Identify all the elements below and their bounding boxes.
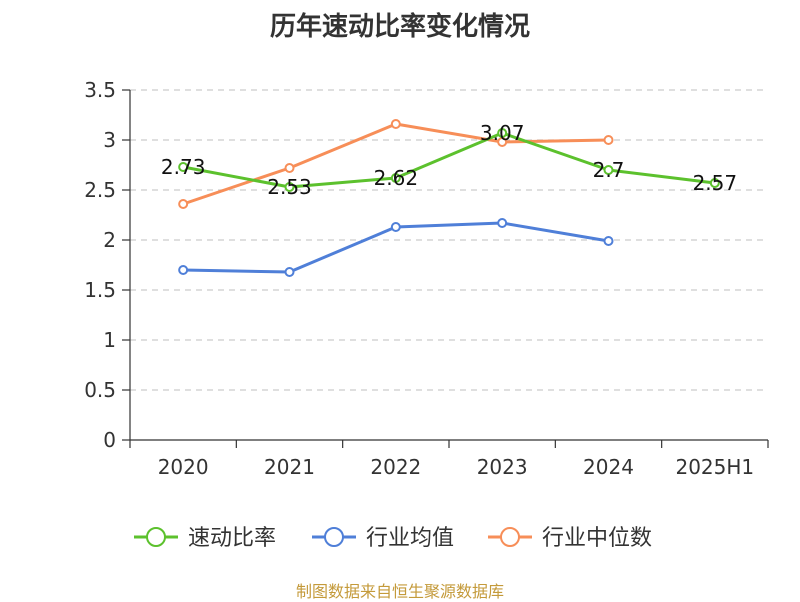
data-point[interactable] <box>709 178 720 188</box>
legend-marker <box>146 527 166 547</box>
y-tick-label: 3.5 <box>84 78 116 102</box>
data-label: 3.07 <box>480 121 525 145</box>
series-line <box>182 122 609 206</box>
x-tick-label: 2022 <box>370 455 421 479</box>
y-tick-label: 3 <box>103 128 116 152</box>
grid-lines <box>130 89 768 391</box>
series-line <box>182 131 716 189</box>
legend-label: 行业中位数 <box>542 526 652 551</box>
data-point[interactable] <box>390 119 401 129</box>
chart-title: 历年速动比率变化情况 <box>269 12 530 42</box>
x-tick-label: 2024 <box>583 455 634 479</box>
data-point[interactable] <box>603 135 614 145</box>
x-tick-label: 2021 <box>264 455 315 479</box>
legend-item[interactable]: 速动比率 <box>134 526 276 551</box>
legend-item[interactable]: 行业中位数 <box>488 526 652 551</box>
data-label: 2.7 <box>593 158 625 182</box>
data-point[interactable] <box>390 173 401 183</box>
data-point[interactable] <box>497 128 508 138</box>
data-point[interactable] <box>178 199 189 209</box>
legend-label: 行业均值 <box>366 526 454 551</box>
data-point[interactable] <box>284 267 295 277</box>
data-point[interactable] <box>603 165 614 175</box>
data-point[interactable] <box>178 162 189 172</box>
data-label: 2.62 <box>374 166 419 190</box>
legend-item[interactable]: 行业均值 <box>312 526 454 551</box>
y-tick-label: 0 <box>103 428 116 452</box>
legend[interactable]: 速动比率 行业均值 行业中位数 <box>134 526 652 551</box>
x-tick-label: 2020 <box>158 455 209 479</box>
y-tick-label: 1.5 <box>84 278 116 302</box>
source-note: 制图数据来自恒生聚源数据库 <box>295 582 504 601</box>
data-point[interactable] <box>284 182 295 192</box>
x-tick-label: 2023 <box>477 455 528 479</box>
data-label: 2.73 <box>161 155 206 179</box>
data-point[interactable] <box>390 222 401 232</box>
y-tick-label: 2 <box>103 228 116 252</box>
y-tick-label: 0.5 <box>84 378 116 402</box>
series-layer <box>178 119 720 277</box>
x-tick-label: 2025H1 <box>675 455 754 479</box>
legend-marker <box>500 527 520 547</box>
data-point[interactable] <box>497 218 508 228</box>
data-point[interactable] <box>178 265 189 275</box>
y-tick-label: 2.5 <box>84 178 116 202</box>
data-label: 2.57 <box>693 171 738 195</box>
legend-marker <box>324 527 344 547</box>
data-point[interactable] <box>603 236 614 246</box>
legend-label: 速动比率 <box>188 526 276 551</box>
y-tick-label: 1 <box>103 328 116 352</box>
data-labels: 2.73 2.53 2.62 3.07 2.7 2.57 <box>161 121 737 199</box>
data-label: 2.53 <box>267 175 312 199</box>
data-point[interactable] <box>284 163 295 173</box>
